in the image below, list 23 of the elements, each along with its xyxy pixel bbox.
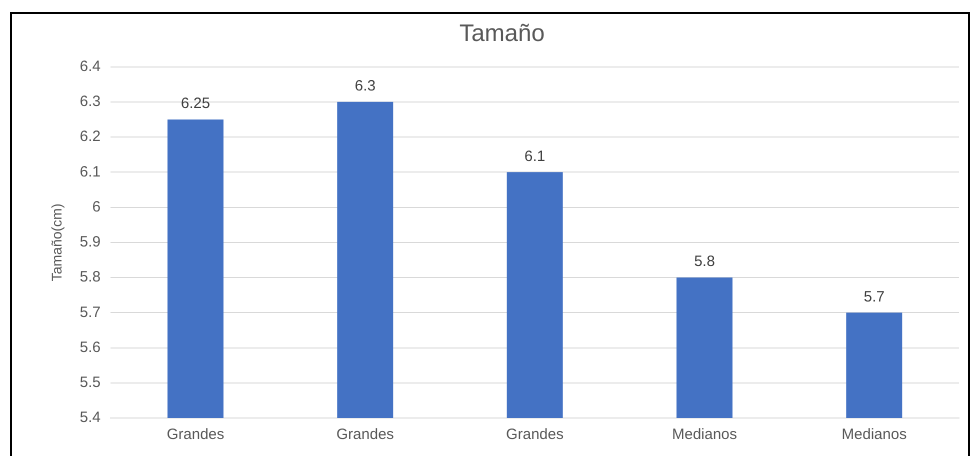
data-label: 6.3 bbox=[354, 78, 376, 95]
y-tick-label: 5.6 bbox=[80, 338, 101, 356]
y-tick-label: 5.8 bbox=[80, 268, 101, 286]
y-tick-label: 6 bbox=[92, 198, 101, 216]
y-tick-label: 5.9 bbox=[80, 234, 101, 251]
y-tick-label: 5.7 bbox=[80, 304, 101, 321]
y-tick-label: 5.5 bbox=[80, 374, 101, 392]
y-tick-label: 6.4 bbox=[80, 58, 101, 75]
data-label: 6.1 bbox=[524, 148, 546, 165]
data-label: 6.25 bbox=[180, 95, 210, 112]
x-tick-label: Grandes bbox=[506, 426, 564, 444]
y-tick-label: 5.4 bbox=[80, 409, 101, 426]
data-label: 5.8 bbox=[694, 253, 715, 270]
x-tick-label: Medianos bbox=[842, 426, 907, 444]
x-tick-label: Grandes bbox=[166, 426, 224, 444]
x-tick-label: Grandes bbox=[336, 426, 394, 444]
y-tick-label: 6.1 bbox=[80, 163, 101, 180]
y-axis-title: Tamaño(cm) bbox=[48, 204, 64, 282]
chart-title: Tamaño bbox=[459, 20, 545, 48]
y-tick-label: 6.2 bbox=[80, 128, 101, 146]
x-tick-label: Medianos bbox=[672, 426, 738, 444]
y-tick-label: 6.3 bbox=[80, 93, 101, 110]
data-label: 5.7 bbox=[864, 288, 885, 306]
